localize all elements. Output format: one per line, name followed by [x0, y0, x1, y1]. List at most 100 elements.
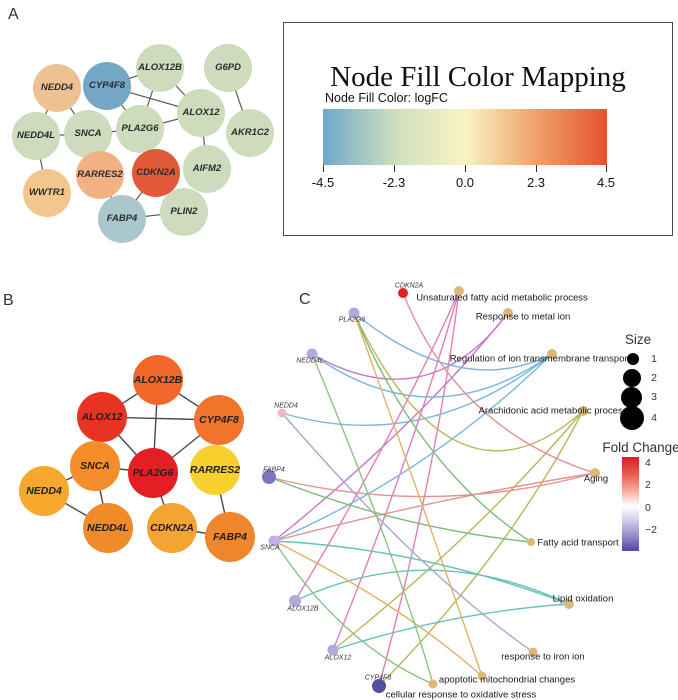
node-a-NEDD4L: NEDD4L	[12, 112, 60, 160]
gene-label-NEDD4L: NEDD4L	[296, 357, 324, 365]
fold-change-gradient-bar	[622, 457, 639, 551]
panel-c-term-dots	[428, 286, 600, 689]
term-label-ion-transport: Regulation of ion transmembrane transpor…	[449, 353, 631, 365]
gene-dot-NEDD4	[277, 408, 287, 418]
gene-label-CYP4F8: CYP4F8	[364, 674, 392, 682]
gene-label-SNCA: SNCA	[260, 544, 280, 552]
panel-c-edges	[268, 290, 596, 687]
panel-c-label: C	[299, 291, 311, 308]
edge-SNCA-oxidative-stress	[273, 540, 434, 685]
edge-FABP4-aging	[268, 472, 596, 498]
node-b-PLA2G6: PLA2G6	[128, 448, 178, 498]
tick-label: 2.3	[526, 175, 546, 190]
gene-label-CDKN2A: CDKN2A	[394, 282, 424, 290]
term-label-oxidative-stress: cellular response to oxidative stress	[385, 689, 537, 700]
node-a-ALOX12B: ALOX12B	[136, 44, 184, 92]
gene-dot-SNCA	[268, 535, 280, 547]
fold-tick-label: 0	[645, 502, 651, 514]
fold-change-legend-title: Fold Change	[602, 440, 678, 455]
edge-NEDD4-iron-ion	[281, 412, 534, 653]
gene-label-PLA2G6: PLA2G6	[338, 316, 366, 324]
node-a-CYP4F8: CYP4F8	[83, 62, 131, 110]
edge-CYP4F8-arachidonic	[378, 410, 584, 687]
term-label-aging: Aging	[583, 473, 609, 485]
edge-ALOX12B-lipid-oxidation	[294, 569, 570, 605]
edge-NEDD4L-metal-ion	[311, 312, 509, 380]
size-legend-value: 2	[651, 372, 657, 384]
node-a-AIFM2: AIFM2	[183, 145, 231, 193]
node-a-FABP4: FABP4	[98, 195, 146, 243]
node-a-G6PD: G6PD	[204, 44, 252, 92]
node-a-NEDD4: NEDD4	[33, 64, 81, 112]
gene-dot-ALOX12	[327, 644, 339, 656]
node-b-FABP4: FABP4	[205, 512, 255, 562]
term-dot-metal-ion	[503, 308, 513, 318]
gene-label-ALOX12: ALOX12	[324, 654, 352, 662]
edge-PLA2G6-fa-transport	[353, 312, 532, 543]
edge-ALOX12-unsaturated-fa	[332, 290, 460, 651]
panel-a-label: A	[8, 6, 19, 23]
term-dot-apoptotic	[477, 671, 487, 681]
size-dot-2	[623, 369, 641, 387]
edge-SNCA-apoptotic	[273, 540, 483, 677]
tick-label: -4.5	[311, 175, 335, 190]
term-label-arachidonic: Arachidonic acid metabolic process	[478, 405, 628, 417]
edge-PLA2G6-apoptotic	[353, 312, 483, 677]
gene-label-FABP4: FABP4	[263, 466, 285, 474]
color-mapping-legend: Node Fill Color Mapping Node Fill Color:…	[283, 22, 673, 236]
gene-dot-NEDD4L	[306, 348, 318, 360]
edge-ALOX12B-unsaturated-fa	[294, 290, 460, 602]
size-legend-value: 1	[651, 353, 657, 365]
edge-CDKN2A-aging	[402, 292, 596, 474]
term-dot-lipid-oxidation	[564, 599, 574, 609]
node-b-ALOX12: ALOX12	[77, 392, 127, 442]
legend-sublabel: Node Fill Color: logFC	[325, 91, 448, 105]
edge-CYP4F8-unsaturated-fa	[378, 290, 460, 687]
panel-c-gene-dots	[262, 288, 408, 693]
node-b-SNCA: SNCA	[70, 441, 120, 491]
node-b-RARRES2: RARRES2	[190, 445, 240, 495]
gene-label-NEDD4: NEDD4	[274, 402, 298, 410]
edge-SNCA-ion-transport	[273, 353, 553, 542]
term-label-fa-transport: Fatty acid transport	[537, 537, 619, 549]
gene-dot-FABP4	[262, 470, 276, 484]
node-b-CDKN2A: CDKN2A	[147, 503, 197, 553]
edge-ALOX12-lipid-oxidation	[332, 603, 570, 651]
node-a-CDKN2A: CDKN2A	[132, 149, 180, 197]
logfc-gradient-bar	[323, 109, 607, 165]
edge-SNCA-metal-ion	[273, 312, 509, 542]
node-a-PLIN2: PLIN2	[160, 188, 208, 236]
gene-dot-CDKN2A	[398, 288, 408, 298]
edge-NEDD4L-ion-transport	[311, 353, 553, 398]
gene-label-ALOX12B: ALOX12B	[287, 605, 319, 613]
size-dot-1	[627, 353, 639, 365]
tick-mark	[465, 165, 466, 172]
node-a-AKR1C2: AKR1C2	[226, 109, 274, 157]
gene-dot-ALOX12B	[289, 595, 301, 607]
term-dot-ion-transport	[547, 349, 557, 359]
fold-tick-label: 2	[645, 479, 651, 491]
term-dot-aging	[590, 468, 600, 478]
size-legend-value: 4	[651, 412, 657, 424]
term-label-unsaturated-fa: Unsaturated fatty acid metabolic process	[416, 292, 588, 304]
gene-dot-CYP4F8	[372, 679, 386, 693]
term-dot-oxidative-stress	[428, 679, 438, 689]
term-label-apoptotic: apoptotic mitochondrial changes	[438, 674, 576, 686]
fold-tick-label: 4	[645, 457, 651, 469]
size-legend-value: 3	[651, 391, 657, 403]
term-label-iron-ion: response to iron ion	[501, 651, 585, 663]
node-b-NEDD4: NEDD4	[19, 466, 69, 516]
edge-ALOX12-arachidonic	[332, 410, 584, 651]
term-dot-unsaturated-fa	[454, 286, 464, 296]
term-dot-fa-transport	[527, 538, 535, 546]
size-dot-3	[621, 387, 642, 408]
tick-mark	[536, 165, 537, 172]
panel-b-label: B	[3, 292, 14, 309]
node-a-RARRES2: RARRES2	[76, 151, 124, 199]
edge-SNCA-lipid-oxidation	[273, 540, 570, 605]
tick-mark	[323, 165, 324, 172]
tick-label: 4.5	[596, 175, 616, 190]
node-b-ALOX12B: ALOX12B	[133, 355, 183, 405]
edge-PLA2G6-ion-transport	[353, 312, 553, 371]
tick-label: -2.3	[382, 175, 406, 190]
